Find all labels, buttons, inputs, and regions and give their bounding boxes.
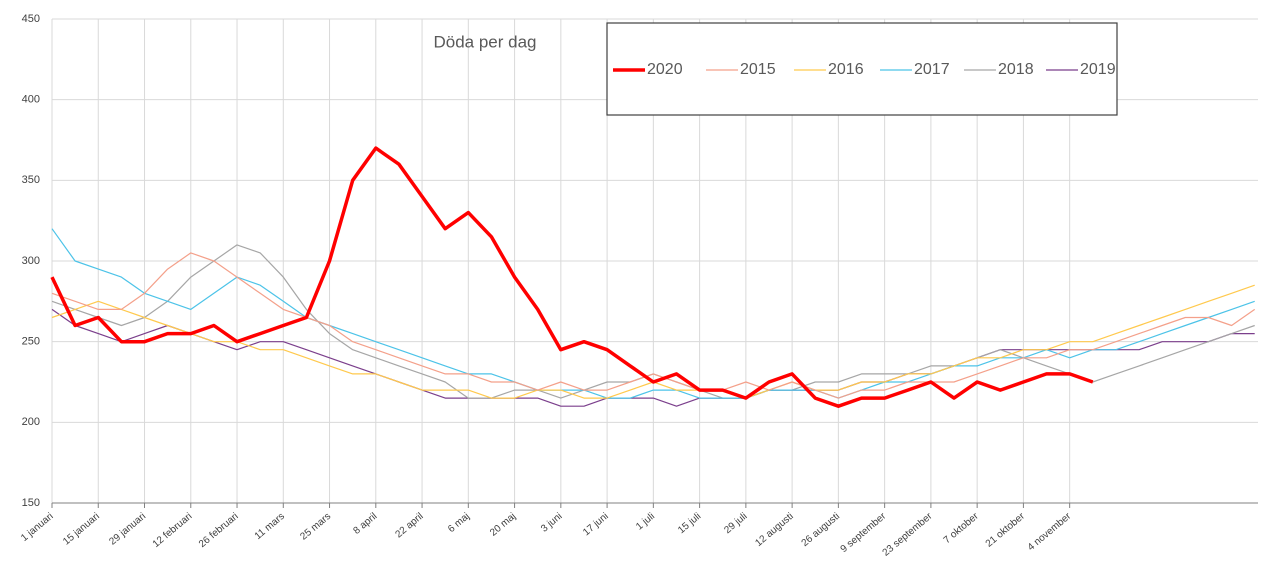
- legend-label: 2018: [998, 61, 1034, 78]
- y-tick-label: 350: [22, 174, 40, 186]
- y-tick-label: 150: [22, 497, 40, 509]
- legend-label: 2019: [1080, 61, 1116, 78]
- lines: [50, 146, 1256, 408]
- legend-label: 2016: [828, 61, 864, 78]
- grid: [51, 18, 1258, 508]
- y-tick-label: 200: [22, 416, 40, 428]
- y-tick-label: 400: [22, 94, 40, 106]
- legend-label: 2017: [914, 61, 950, 78]
- legend-box: [606, 22, 1118, 116]
- legend: 2020 2015 2016 2017 2018 2019: [613, 61, 1116, 78]
- series-line: [51, 252, 1256, 399]
- series-line: [50, 146, 1094, 408]
- y-tick-label: 300: [22, 255, 40, 267]
- legend-label: 2020: [647, 61, 683, 78]
- legend-label: 2015: [740, 61, 776, 78]
- chart-title: Döda per dag: [433, 32, 536, 51]
- y-tick-label: 250: [22, 336, 40, 348]
- series-line: [51, 308, 1255, 407]
- y-tick-label: 450: [22, 13, 40, 25]
- series-line: [51, 228, 1255, 399]
